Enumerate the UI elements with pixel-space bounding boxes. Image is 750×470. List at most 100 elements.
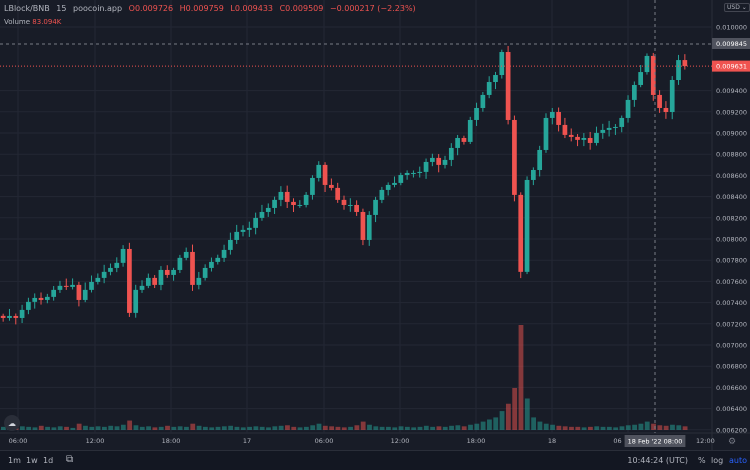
candle xyxy=(19,309,25,318)
time-tick-label: 06:00 xyxy=(9,437,28,445)
candle xyxy=(455,137,460,148)
time-tick-label: 18:00 xyxy=(467,437,486,445)
volume-bar xyxy=(373,426,379,430)
volume-bar xyxy=(632,424,638,430)
auto-toggle[interactable]: auto xyxy=(729,456,748,465)
volume-bar xyxy=(114,426,120,430)
volume-bar xyxy=(329,426,335,430)
candle xyxy=(499,52,505,76)
volume-bar xyxy=(588,426,593,430)
volume-bar xyxy=(379,426,385,430)
candle xyxy=(474,107,479,120)
high-value: H0.009759 xyxy=(179,4,224,13)
candle xyxy=(581,137,587,140)
volume-bar xyxy=(512,388,518,430)
candle xyxy=(196,277,202,285)
volume-bar xyxy=(499,411,505,430)
range-1w[interactable]: 1w xyxy=(26,456,38,465)
time-tick-label: 12:00 xyxy=(696,437,715,445)
volume-bar xyxy=(272,426,278,430)
candle xyxy=(51,289,57,297)
price-tick-label: 0.006400 xyxy=(716,405,747,413)
volume-bar xyxy=(184,426,189,430)
price-tick-label: 0.006800 xyxy=(716,363,747,371)
candle xyxy=(480,94,486,108)
candle xyxy=(505,52,511,120)
candle xyxy=(303,194,309,205)
price-tick-label: 0.007600 xyxy=(716,278,747,286)
percent-toggle[interactable]: % xyxy=(698,456,706,465)
candle xyxy=(404,172,410,175)
candlestick-chart[interactable]: 0.010000 0.009400 0.009200 0.009000 0.008800… xyxy=(0,0,750,450)
volume-bar xyxy=(442,426,448,430)
volume-bar xyxy=(285,425,290,430)
candle xyxy=(265,207,271,212)
candle xyxy=(202,267,208,278)
volume-bar xyxy=(215,426,221,430)
candle xyxy=(417,171,423,173)
volume-bar xyxy=(95,426,101,430)
price-tick-label: 0.007400 xyxy=(716,299,747,307)
candle xyxy=(240,229,246,232)
candle xyxy=(461,137,467,142)
settings-icon[interactable]: ⚙ xyxy=(728,437,736,447)
volume-bar xyxy=(139,426,145,430)
range-1d[interactable]: 1d xyxy=(43,456,54,465)
price-tick-label: 0.006600 xyxy=(716,384,747,392)
candle xyxy=(663,107,669,113)
candle xyxy=(139,285,145,290)
candle xyxy=(606,127,612,130)
volume-bar xyxy=(165,425,170,430)
volume-value: 83.094K xyxy=(32,18,62,26)
candle xyxy=(354,204,359,212)
price-tick-label: 0.008400 xyxy=(716,193,747,201)
candle xyxy=(613,126,618,128)
volume-bar xyxy=(1,426,6,430)
price-tick-label: 0.007800 xyxy=(716,257,747,265)
candle xyxy=(442,159,448,165)
candle xyxy=(259,211,265,218)
candle xyxy=(360,211,366,240)
candle xyxy=(486,82,492,95)
candle xyxy=(531,169,536,180)
close-value: C0.009509 xyxy=(279,4,324,13)
candle xyxy=(448,147,454,160)
price-tick-label: 0.009400 xyxy=(716,87,747,95)
interval[interactable]: 15 xyxy=(56,4,67,13)
volume-bar xyxy=(335,426,341,430)
volume-bar xyxy=(19,426,25,430)
volume-bar xyxy=(606,426,612,430)
volume-bar xyxy=(430,426,436,430)
volume-bar xyxy=(581,427,587,430)
candle xyxy=(44,296,50,300)
volume-bar xyxy=(221,426,227,430)
volume-bar xyxy=(348,426,353,430)
candle xyxy=(347,204,353,206)
volume-bar xyxy=(89,426,95,430)
range-1m[interactable]: 1m xyxy=(8,456,21,465)
volume-bar xyxy=(202,426,208,430)
currency-select[interactable]: USD ⌄ xyxy=(724,3,750,12)
go-to-date-icon[interactable]: ⧉ xyxy=(66,454,74,465)
symbol-legend: LBlock/BNB 15 poocoin.app O0.009726 H0.0… xyxy=(4,4,420,13)
clock: 10:44:24 (UTC) xyxy=(627,456,688,465)
price-tick-label: 0.007200 xyxy=(716,320,747,328)
volume-bar xyxy=(101,426,107,430)
symbol[interactable]: LBlock/BNB xyxy=(4,4,50,13)
candle xyxy=(284,191,290,202)
volume-bar xyxy=(158,426,164,430)
candle xyxy=(82,289,88,300)
candle xyxy=(657,94,662,108)
bottom-toolbar: 1m 1w 1d ⧉ 10:44:24 (UTC) % log auto xyxy=(0,450,750,470)
candle xyxy=(669,80,675,113)
candle xyxy=(537,149,543,170)
volume-bar xyxy=(297,427,303,430)
log-toggle[interactable]: log xyxy=(711,456,724,465)
volume-bar xyxy=(625,425,631,430)
candle xyxy=(215,257,221,262)
volume-bar xyxy=(461,426,467,430)
volume-bar xyxy=(474,423,480,430)
price-tick-label: 0.009200 xyxy=(716,108,747,116)
price-tick-label: 0.009000 xyxy=(716,130,747,138)
